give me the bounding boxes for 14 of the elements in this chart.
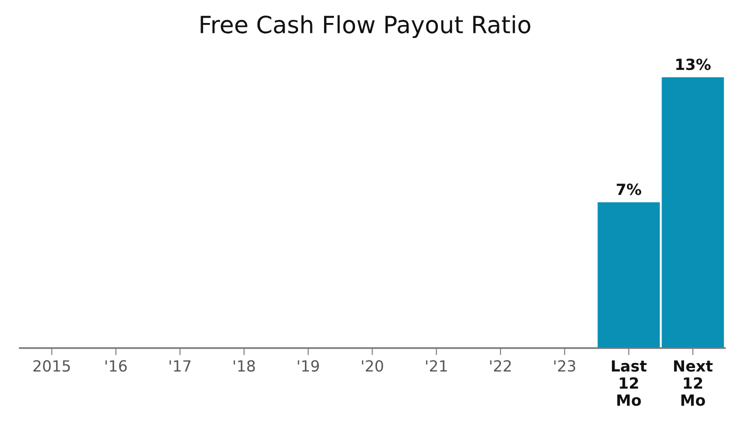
x-tick-label: Next 12 Mo <box>674 360 713 406</box>
data-label: 7% <box>616 184 642 196</box>
x-tick-label: '19 <box>298 360 319 372</box>
x-tick-label: '23 <box>554 360 576 372</box>
x-tick-label: '16 <box>106 360 127 372</box>
x-tick-label: '17 <box>170 360 190 372</box>
x-tick-label: '22 <box>490 360 511 372</box>
x-tick-label: '18 <box>234 360 255 372</box>
x-tick-label: 2015 <box>33 360 70 372</box>
x-tick-label: '21 <box>426 360 447 372</box>
chart-title: Free Cash Flow Payout Ratio <box>200 15 530 38</box>
x-tick-label: Last 12 Mo <box>612 360 647 406</box>
x-tick-label: '20 <box>362 360 384 372</box>
data-label: 13% <box>676 58 711 70</box>
